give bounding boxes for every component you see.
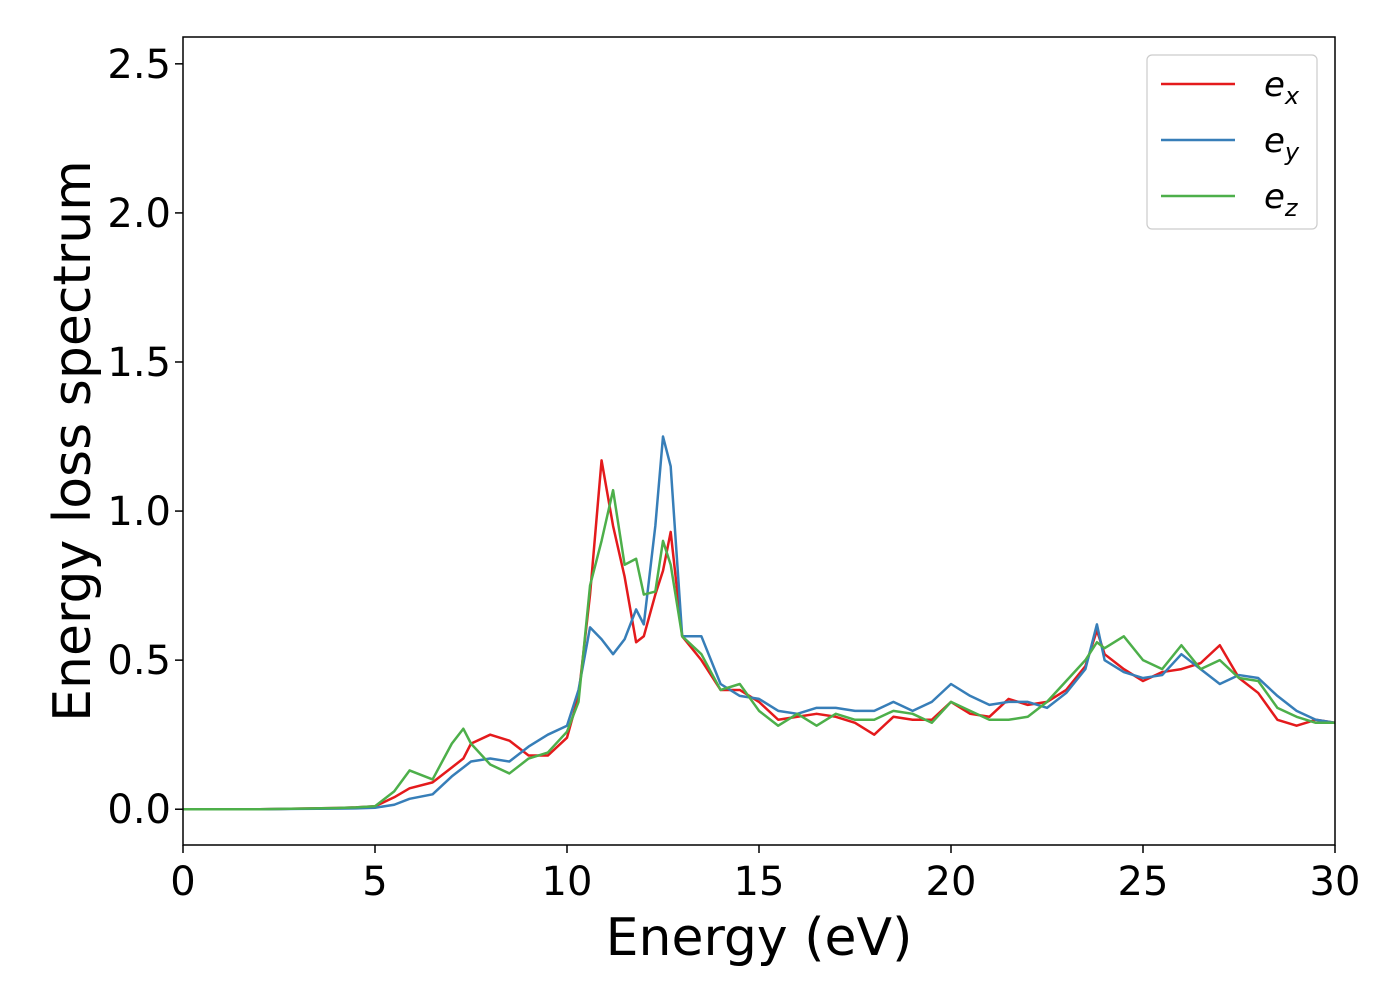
x-tick-label: 20 (926, 859, 977, 905)
legend-label: ez (1264, 177, 1299, 222)
y-tick-label: 0.0 (107, 787, 171, 833)
y-axis-label: Energy loss spectrum (43, 160, 103, 722)
plot-frame (182, 36, 1336, 846)
x-tick-label: 10 (542, 859, 593, 905)
y-tick-label: 1.0 (107, 489, 171, 535)
x-tick-label: 5 (362, 859, 387, 905)
line-series (183, 435, 1335, 811)
line-series (183, 488, 1335, 811)
x-axis-label: Energy (eV) (606, 908, 913, 968)
x-tick-label: 0 (170, 859, 195, 905)
y-tick-label: 2.5 (107, 42, 171, 88)
y-tick-label: 0.5 (107, 638, 171, 684)
x-tick-label: 15 (734, 859, 785, 905)
line-series (183, 459, 1335, 811)
y-tick-label: 1.5 (107, 340, 171, 386)
x-tick-label: 30 (1310, 859, 1361, 905)
legend-box (1146, 54, 1318, 230)
x-tick-label: 25 (1118, 859, 1169, 905)
y-tick-label: 2.0 (107, 191, 171, 237)
